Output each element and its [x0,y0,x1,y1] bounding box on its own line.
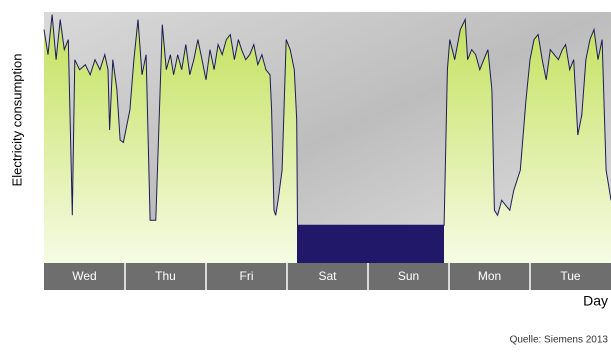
x-tick-label: Sun [398,269,419,283]
source-note: Quelle: Siemens 2013 [510,335,609,346]
x-tick-label: Fri [240,269,254,283]
x-tick-label: Wed [72,269,96,283]
x-tick-label: Sat [318,269,337,283]
x-axis-label: Day [583,293,608,309]
weekend-block [297,225,444,263]
x-tick-label: Thu [155,269,176,283]
x-tick-label: Tue [560,269,581,283]
x-tick-label: Mon [478,269,501,283]
consumption-line [43,14,611,226]
area-fill [44,14,611,263]
y-axis-label: Electricity consumption [9,54,24,187]
day-bar [44,263,611,290]
